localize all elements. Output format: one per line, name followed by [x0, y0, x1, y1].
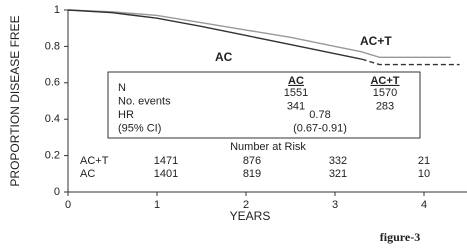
table-row-label: HR: [118, 109, 134, 121]
series-label: AC: [215, 50, 233, 64]
table-header: AC+T: [370, 75, 399, 87]
at-risk-value: 1401: [154, 168, 178, 180]
y-tick-label: 0.4: [45, 113, 60, 125]
at-risk-value: 10: [418, 168, 430, 180]
y-axis-label: PROPORTION DISEASE FREE: [8, 15, 22, 186]
at-risk-value: 876: [243, 155, 261, 167]
table-cell: (0.67-0.91): [293, 122, 347, 134]
table-cell: 341: [287, 100, 305, 112]
at-risk-value: 1471: [154, 155, 178, 167]
at-risk-value: 21: [418, 155, 430, 167]
table-cell: 0.78: [309, 109, 330, 121]
at-risk-title: Number at Risk: [230, 141, 306, 153]
x-tick-label: 3: [332, 199, 338, 211]
table-header: AC: [288, 75, 304, 87]
survival-curve: [67, 9, 451, 59]
y-tick-label: 1: [54, 4, 60, 16]
survival-curve: [67, 9, 362, 60]
x-tick-label: 1: [154, 199, 160, 211]
table-row-label: No. events: [118, 95, 171, 107]
at-risk-label: AC+T: [80, 155, 109, 167]
x-tick-label: 4: [421, 199, 427, 211]
y-tick-label: 0.8: [45, 40, 60, 52]
table-cell: 283: [376, 100, 394, 112]
table-box: [107, 71, 421, 139]
table-cell: 1570: [373, 87, 397, 99]
table-row-label: (95% CI): [118, 122, 161, 134]
y-tick-label: 0.6: [45, 77, 60, 89]
x-tick-label: 0: [65, 199, 71, 211]
table-row-label: N: [118, 82, 126, 94]
at-risk-value: 819: [243, 168, 261, 180]
y-tick-label: 0.2: [45, 150, 60, 162]
x-tick-label: 2: [243, 199, 249, 211]
survival-curve: [361, 58, 460, 66]
y-tick-label: 0: [54, 186, 60, 198]
table-cell: 1551: [284, 87, 308, 99]
caption: figure-3: [380, 230, 420, 244]
x-axis-label: YEARS: [230, 209, 271, 223]
at-risk-label: AC: [80, 168, 95, 180]
at-risk-value: 332: [329, 155, 347, 167]
at-risk-value: 321: [329, 168, 347, 180]
series-label: AC+T: [360, 34, 392, 48]
